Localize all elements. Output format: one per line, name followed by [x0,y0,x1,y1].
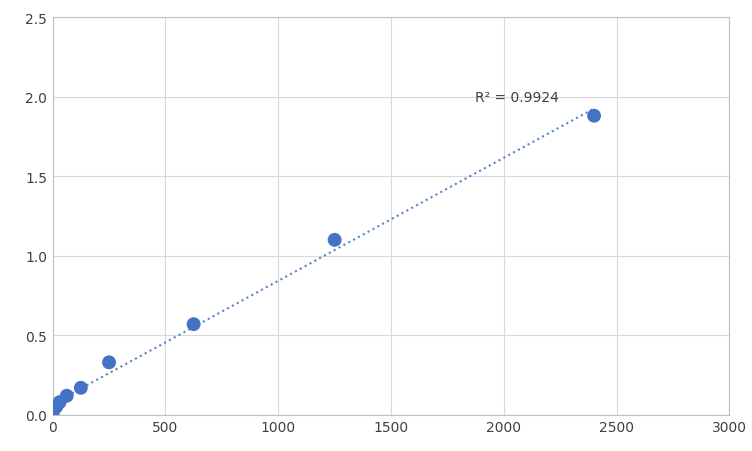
Point [47,411,59,419]
Point [103,359,115,366]
Point [329,237,341,244]
Point [50,403,62,410]
Point [187,321,199,328]
Point [53,399,65,406]
Point [61,392,73,400]
Text: R² = 0.9924: R² = 0.9924 [475,91,559,105]
Point [75,384,86,391]
Point [588,113,600,120]
